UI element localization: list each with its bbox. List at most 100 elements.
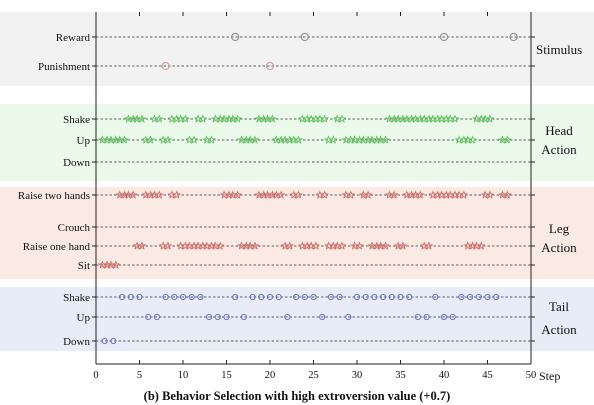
x-tick-label: 10: [178, 370, 189, 381]
row-label: Punishment: [38, 61, 90, 73]
data-point-ring: [145, 313, 152, 321]
panel-name: Leg: [549, 221, 570, 236]
x-tick-label: 35: [395, 370, 406, 381]
data-point-ring: [414, 313, 421, 321]
data-point-ring: [197, 293, 204, 301]
row-label: Shake: [63, 114, 90, 126]
data-point-ring: [101, 337, 108, 345]
data-point-ring: [440, 313, 448, 321]
data-point-star: [311, 241, 321, 250]
data-point-ring: [127, 293, 134, 301]
x-tick-label: 20: [265, 370, 276, 381]
data-point-ring: [284, 313, 291, 321]
data-point-ring: [232, 293, 239, 301]
data-point-ring: [475, 293, 482, 301]
panel-name: Action: [541, 142, 577, 157]
data-point-star: [320, 114, 329, 123]
data-point-star: [137, 241, 147, 250]
figure-caption: (b) Behavior Selection with high extrove…: [144, 389, 451, 403]
data-point-star: [268, 114, 277, 123]
data-point-star: [128, 190, 138, 199]
data-point-star: [381, 135, 390, 144]
data-point-star: [389, 190, 399, 199]
data-point-star: [320, 190, 329, 199]
data-point-ring: [214, 313, 221, 321]
data-point-ring: [406, 293, 413, 301]
data-point-star: [459, 190, 469, 199]
row-label: Crouch: [58, 222, 91, 234]
data-point-star: [398, 241, 408, 250]
x-tick-label: 30: [352, 370, 363, 381]
data-point-ring: [388, 293, 395, 301]
row-label: Raise two hands: [18, 190, 90, 202]
panel-background-3: [0, 287, 594, 351]
data-point-ring: [301, 293, 308, 301]
data-point-ring: [449, 313, 456, 321]
data-point-ring: [171, 293, 178, 301]
data-point-ring: [345, 313, 352, 321]
data-point-ring: [275, 293, 282, 301]
panel-background-0: [0, 12, 594, 86]
data-point-ring: [153, 313, 160, 321]
x-tick-label: 40: [439, 370, 450, 381]
data-point-circle: [439, 32, 449, 42]
data-point-ring: [179, 293, 187, 301]
data-point-ring: [119, 293, 126, 301]
data-point-star: [198, 114, 208, 123]
row-label: Down: [63, 157, 90, 169]
data-point-ring: [293, 293, 300, 301]
row-label: Shake: [63, 292, 90, 304]
data-point-circle: [509, 32, 518, 42]
x-tick-label: 50: [526, 370, 537, 381]
data-point-star: [450, 114, 460, 123]
data-point-star: [415, 190, 425, 199]
data-point-ring: [397, 293, 404, 301]
data-point-star: [250, 241, 260, 250]
data-point-star: [485, 190, 495, 199]
data-point-ring: [484, 293, 491, 301]
data-point-star: [137, 114, 147, 123]
data-point-star: [189, 135, 199, 144]
data-point-star: [276, 190, 286, 199]
row-label: Up: [77, 135, 91, 147]
data-point-star: [328, 135, 338, 144]
data-point-ring: [223, 313, 230, 321]
data-point-circle: [300, 32, 309, 42]
panel-name: Action: [541, 240, 577, 255]
x-tick-label: 45: [482, 370, 493, 381]
data-point-star: [120, 135, 129, 144]
data-point-circle: [265, 61, 275, 71]
data-point-star: [424, 241, 434, 250]
data-point-star: [146, 135, 155, 144]
data-point-ring: [206, 313, 213, 321]
data-point-star: [381, 241, 390, 250]
panel-name: Tail: [549, 299, 569, 314]
row-label: Up: [77, 312, 91, 324]
data-point-star: [337, 114, 347, 123]
data-point-ring: [110, 337, 117, 345]
data-point-star: [502, 190, 512, 199]
data-point-star: [163, 241, 173, 250]
data-point-star: [207, 135, 216, 144]
panel-name: Action: [541, 322, 577, 337]
row-label: Down: [63, 336, 90, 348]
data-point-ring: [249, 293, 256, 301]
data-point-star: [154, 190, 164, 199]
data-point-ring: [327, 293, 334, 301]
data-point-star: [502, 135, 512, 144]
panel-name: Stimulus: [536, 42, 582, 57]
row-label: Raise one hand: [23, 241, 91, 253]
panel-name: Head: [545, 123, 573, 138]
data-point-ring: [266, 293, 274, 301]
x-tick-label: 5: [137, 370, 142, 381]
data-point-ring: [458, 293, 465, 301]
data-point-star: [250, 135, 260, 144]
data-point-ring: [319, 313, 326, 321]
data-point-star: [468, 135, 477, 144]
data-point-star: [485, 114, 495, 123]
data-point-star: [154, 114, 164, 123]
data-point-star: [476, 241, 486, 250]
x-tick-label: 25: [308, 370, 319, 381]
